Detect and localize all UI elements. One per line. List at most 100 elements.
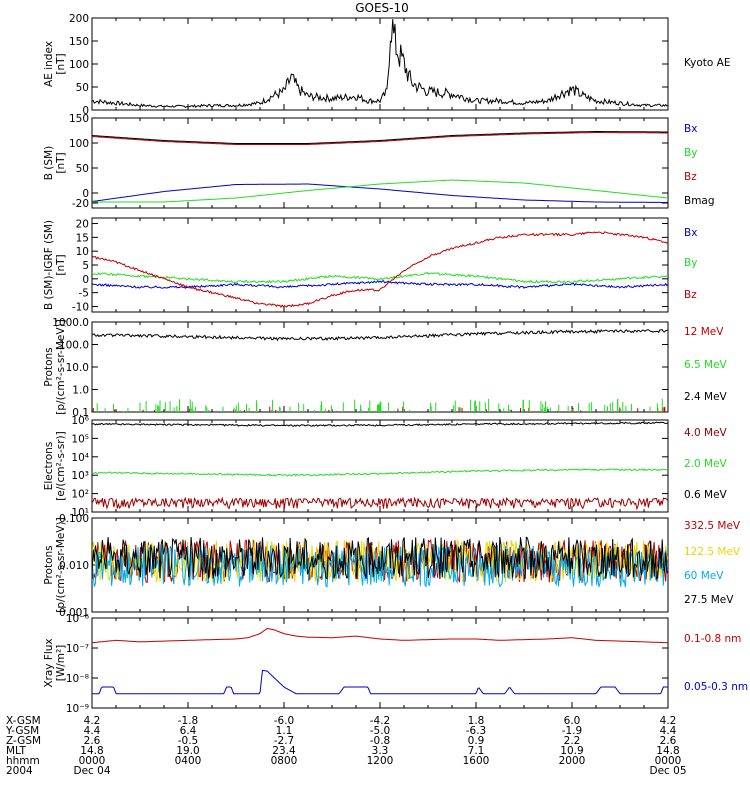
panel-xray: 10⁻⁹ 10⁻⁸ 10⁻⁷ 10⁻⁶ Xray Flux [W/m²] 0.1-0.8 n… (43, 613, 748, 715)
y-tick-label: 0.010 (59, 560, 89, 572)
x-axis-value: -0.8 (370, 735, 391, 747)
legend-entry: 2.0 MeV (684, 458, 728, 470)
y-tick-label: 10³ (71, 470, 89, 482)
legend-entry: Bmag (684, 195, 715, 207)
x-axis-value: 14.8 (80, 745, 103, 757)
panel-protons: 0.1 1.0 10.0 100.0 1000.0 Protons [p/(cm²-s-sr… (43, 317, 728, 419)
y-tick-label: 10⁵ (71, 433, 89, 445)
y-tick-label: 150 (69, 113, 89, 125)
y-axis-label: B (SM) (43, 146, 55, 180)
y-axis-label: [nT] (55, 53, 67, 74)
panel-frame (91, 419, 669, 513)
y-axis-label: [p/(cm²-s-sr-MeV)] (55, 517, 67, 612)
x-axis-value: -6.0 (274, 715, 295, 727)
x-axis-value: 1.1 (276, 725, 293, 737)
x-axis-value: 0000 (655, 755, 682, 767)
legend-entry: 4.0 MeV (684, 427, 728, 439)
y-tick-label: 0.100 (59, 513, 89, 525)
legend-entry: Bx (684, 227, 697, 239)
x-axis-value: 0400 (175, 755, 202, 767)
series-line-bmag (92, 131, 668, 144)
y-axis-label: Electrons (43, 442, 55, 491)
x-axis-value: 4.2 (84, 715, 101, 727)
series-line-bz (92, 231, 668, 309)
series-line-27-5-mev (92, 536, 668, 581)
x-axis-value: 2.6 (660, 735, 677, 747)
legend-entry: 0.6 MeV (684, 489, 728, 501)
y-tick-label: 10¹ (71, 507, 89, 519)
y-axis-label: Protons (43, 347, 55, 386)
legend-entry: 122.5 MeV (684, 546, 741, 558)
panel-frame (91, 617, 669, 709)
legend-entry: 27.5 MeV (684, 594, 734, 606)
y-tick-label: 10.0 (66, 362, 89, 374)
x-axis-value: 0.9 (468, 735, 485, 747)
y-axis-label: AE index (43, 41, 55, 87)
y-axis-label: [nT] (55, 152, 67, 173)
x-axis-value: 4.2 (660, 715, 677, 727)
panel-hiprotons: 0.001 0.010 0.100 Protons [p/(cm²-s-sr-MeV)]… (43, 513, 741, 619)
x-axis-value: 4.4 (84, 725, 101, 737)
y-tick-label: 10⁴ (71, 452, 89, 464)
x-axis-value: 3.3 (372, 745, 389, 757)
y-tick-label: 100 (69, 59, 89, 71)
x-axis-row-label: X-GSM (6, 715, 41, 727)
x-axis-value: 10.9 (560, 745, 583, 757)
x-axis-row-label: 2004 (6, 765, 33, 777)
y-tick-label: 100.0 (59, 340, 89, 352)
y-tick-label: 10⁻⁹ (66, 703, 89, 715)
y-tick-label: 150 (69, 36, 89, 48)
y-tick-label: 1.0 (72, 385, 89, 397)
x-axis-value: -6.3 (466, 725, 487, 737)
series-line-2-4-mev (92, 329, 668, 342)
series-line-by (92, 179, 668, 203)
x-axis-row-label: Y-GSM (5, 725, 39, 737)
series-line-0-1-0-8-nm (92, 627, 668, 644)
y-tick-label: 0 (82, 105, 89, 117)
y-tick-label: 10⁻⁶ (66, 613, 89, 625)
y-axis-label: [W/m²] (55, 645, 67, 682)
x-axis-value: -1.9 (562, 725, 583, 737)
panel-frame (91, 217, 669, 313)
x-axis-value: 2000 (559, 755, 586, 767)
series-line-by (92, 271, 668, 284)
legend-entry: By (684, 147, 697, 159)
x-axis-value: 2.2 (564, 735, 581, 747)
x-axis-value: Dec 04 (73, 765, 110, 777)
y-tick-label: 10⁻⁸ (66, 673, 89, 685)
y-tick-label: 15 (76, 232, 89, 244)
legend-entry: By (684, 257, 697, 269)
x-axis-value: 1600 (463, 755, 490, 767)
y-tick-label: 0.1 (72, 407, 89, 419)
series-line-bx (92, 183, 668, 203)
y-tick-label: 10² (71, 489, 89, 501)
y-tick-label: 10⁶ (71, 415, 89, 427)
y-tick-label: 20 (76, 219, 89, 231)
y-tick-label: 0.001 (59, 607, 89, 619)
x-axis-row-label: hhmm (6, 755, 40, 767)
x-axis-value: 0800 (271, 755, 298, 767)
legend-entry: 332.5 MeV (684, 520, 741, 532)
y-tick-label: -5 (79, 288, 89, 300)
x-axis-value: 6.4 (180, 725, 197, 737)
panel-ae: 0 50 100 150 200 AE index [nT] Kyoto AE (43, 13, 730, 117)
panel-frame (91, 321, 669, 413)
series-line-bz (92, 132, 668, 145)
y-tick-label: 0 (82, 188, 89, 200)
legend-entry: 2.4 MeV (684, 391, 728, 403)
y-tick-label: 10 (76, 246, 89, 258)
y-axis-label: [e/(cm²-s-sr)] (55, 431, 67, 500)
y-tick-label: 10⁻⁷ (66, 643, 89, 655)
legend-entry: Kyoto AE (684, 57, 730, 69)
y-tick-label: -10 (72, 301, 89, 313)
y-tick-label: 1000.0 (52, 317, 89, 329)
series-line-0-6-mev (92, 421, 668, 427)
x-axis-value: 19.0 (176, 745, 199, 757)
y-tick-label: -20 (72, 198, 89, 210)
panel-bsm: -200 50 100 150 B (SM) [nT] Bx By Bz Bmag (43, 113, 715, 210)
y-tick-label: 200 (69, 13, 89, 25)
x-axis-value: -2.7 (274, 735, 295, 747)
y-tick-label: 5 (82, 260, 89, 272)
